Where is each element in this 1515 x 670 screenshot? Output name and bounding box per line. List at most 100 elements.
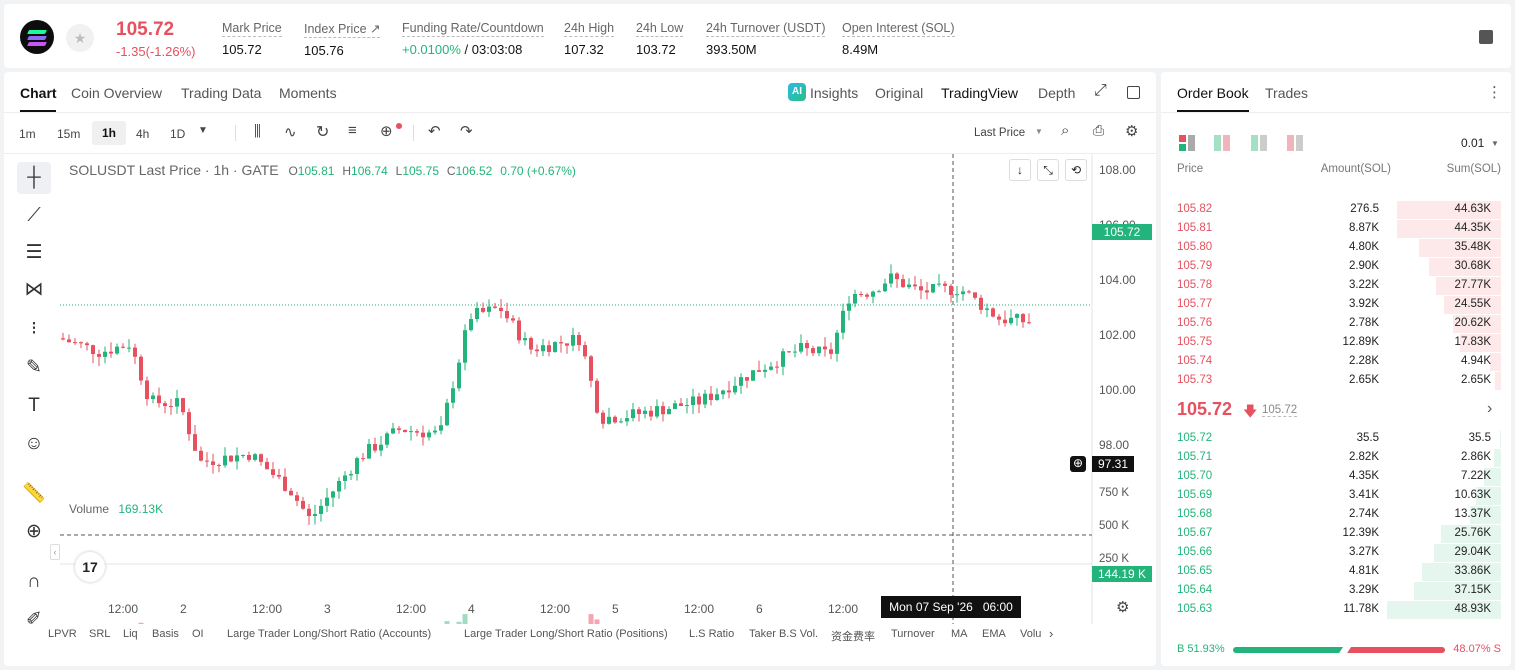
candlestick-chart[interactable] [60,154,1156,624]
refresh-icon[interactable]: ↻ [316,124,330,141]
pattern-tool-icon[interactable]: ⋈ [24,279,44,300]
view-bids-icon[interactable] [1251,135,1267,151]
ask-row[interactable]: 105.82 276.5 44.63K [1161,200,1501,219]
ask-row[interactable]: 105.81 8.87K 44.35K [1161,219,1501,238]
camera-icon[interactable]: ⎙ [1093,122,1105,138]
indicator-basis[interactable]: Basis [152,628,179,640]
ask-row[interactable]: 105.77 3.92K 24.55K [1161,295,1501,314]
tab-tradingview[interactable]: TradingView [941,85,1019,101]
add-order-icon[interactable]: ⊕ [1070,456,1086,472]
tab-trades[interactable]: Trades [1265,85,1309,101]
ask-row[interactable]: 105.80 4.80K 35.48K [1161,238,1501,257]
indicator-volume[interactable]: Volu [1020,628,1042,640]
interval-4h[interactable]: 4h [136,127,150,141]
chevron-right-icon[interactable]: › [1487,400,1493,417]
collapse-toolbar-icon[interactable]: ‹ [50,544,60,560]
bid-row[interactable]: 105.64 3.29K 37.15K [1161,581,1501,600]
eraser-tool-icon[interactable]: ✐ [26,609,42,630]
reset-icon[interactable]: ⟲ [1065,159,1087,181]
redo-icon[interactable]: ↷ [460,123,473,140]
indicator-srl[interactable]: SRL [89,628,111,640]
interval-15m[interactable]: 15m [57,127,81,141]
tradingview-logo-icon: 17 [75,552,105,582]
candle-body [91,345,95,355]
gear-icon[interactable]: ⚙ [1125,123,1139,140]
indicator-turnover[interactable]: Turnover [891,628,935,640]
tab-chart[interactable]: Chart [20,85,57,101]
view-mixed-icon[interactable] [1214,135,1230,151]
collapse-icon[interactable]: ⤡ [1037,159,1059,181]
bid-row[interactable]: 105.70 4.35K 7.22K [1161,467,1501,486]
tab-moments[interactable]: Moments [279,85,337,101]
view-asks-icon[interactable] [1287,135,1303,151]
bid-row[interactable]: 105.66 3.27K 29.04K [1161,543,1501,562]
bid-row[interactable]: 105.65 4.81K 33.86K [1161,562,1501,581]
ask-row[interactable]: 105.76 2.78K 20.62K [1161,314,1501,333]
precision-select[interactable]: 0.01 [1461,136,1485,150]
bid-row[interactable]: 105.69 3.41K 10.63K [1161,486,1501,505]
ask-price: 105.74 [1177,355,1213,367]
indicator-ls-ratio[interactable]: L.S Ratio [689,628,735,640]
indicator-taker-vol[interactable]: Taker B.S Vol. [749,628,819,640]
projection-tool-icon[interactable]: ⁝ [30,318,38,339]
legend-close: 106.52 [455,164,493,178]
ask-row[interactable]: 105.73 2.65K 2.65K [1161,371,1501,390]
bid-row[interactable]: 105.63 11.78K 48.93K [1161,600,1501,619]
add-alert-icon[interactable]: ⊕ [380,123,393,140]
indicators-icon[interactable]: ∿ [284,124,297,141]
undo-icon[interactable]: ↶ [428,123,441,140]
interval-1d[interactable]: 1D [170,127,186,141]
tab-original[interactable]: Original [875,85,924,101]
tab-insights[interactable]: Insights [810,85,859,101]
tab-depth[interactable]: Depth [1038,85,1076,101]
more-menu-icon[interactable]: ⋮ [1487,84,1502,101]
indicator-ma[interactable]: MA [951,628,968,640]
indicator-ema[interactable]: EMA [982,628,1006,640]
crosshair-tool-icon[interactable]: ┼ [17,162,51,194]
indicator-oi[interactable]: OI [192,628,204,640]
indicator-trader-ratio-positions[interactable]: Large Trader Long/Short Ratio (Positions… [464,628,668,640]
tab-trading-data[interactable]: Trading Data [181,85,262,101]
interval-dropdown-icon[interactable]: ▼ [198,125,208,136]
magnet-tool-icon[interactable]: ∩ [27,571,41,592]
candle-body [223,455,227,466]
ruler-tool-icon[interactable]: 📏 [22,483,46,504]
bid-row[interactable]: 105.67 12.39K 25.76K [1161,524,1501,543]
ask-row[interactable]: 105.79 2.90K 30.68K [1161,257,1501,276]
chevron-right-icon[interactable]: › [1049,626,1054,641]
expand-icon[interactable]: ⤢ [1094,82,1107,99]
chart-settings-icon[interactable]: ⚙ [1116,599,1130,616]
indicator-trader-ratio-accounts[interactable]: Large Trader Long/Short Ratio (Accounts) [227,628,432,640]
bid-row[interactable]: 105.72 35.5 35.5 [1161,429,1501,448]
tab-order-book[interactable]: Order Book [1177,85,1249,101]
indicator-funding[interactable]: 资金费率 [831,631,875,643]
tab-coin-overview[interactable]: Coin Overview [71,85,163,101]
favorite-star-icon[interactable]: ★ [66,24,94,52]
zoom-in-tool-icon[interactable]: ⊕ [26,521,42,542]
text-tool-icon[interactable]: T [28,395,40,416]
indicator-liq[interactable]: Liq [123,628,138,640]
ask-amount: 4.80K [1348,241,1379,253]
trend-line-tool-icon[interactable]: ⟋ [27,205,41,226]
window-icon[interactable] [1127,86,1140,99]
bid-row[interactable]: 105.68 2.74K 13.37K [1161,505,1501,524]
templates-icon[interactable]: ≡ [348,122,357,139]
indicator-lpvr[interactable]: LPVR [48,628,77,640]
fib-tool-icon[interactable]: ☰ [25,242,43,263]
stat-index-price[interactable]: Index Price ↗ 105.76 [304,21,381,58]
brush-tool-icon[interactable]: ✎ [26,357,42,378]
interval-1h[interactable]: 1h [92,121,126,145]
ai-icon: AI [788,83,806,101]
bid-row[interactable]: 105.71 2.82K 2.86K [1161,448,1501,467]
ask-row[interactable]: 105.74 2.28K 4.94K [1161,352,1501,371]
ask-row[interactable]: 105.75 12.89K 17.83K [1161,333,1501,352]
candle-type-icon[interactable]: ⫼ [254,123,261,140]
emoji-tool-icon[interactable]: ☺ [24,433,44,454]
arrow-down-icon[interactable]: ↓ [1009,159,1031,181]
price-type-select[interactable]: Last Price [974,127,1026,139]
ask-row[interactable]: 105.78 3.22K 27.77K [1161,276,1501,295]
interval-1m[interactable]: 1m [19,127,36,141]
view-both-icon[interactable] [1179,135,1195,151]
search-icon[interactable]: ⌕ [1061,122,1070,139]
notebook-icon[interactable] [1479,30,1493,44]
